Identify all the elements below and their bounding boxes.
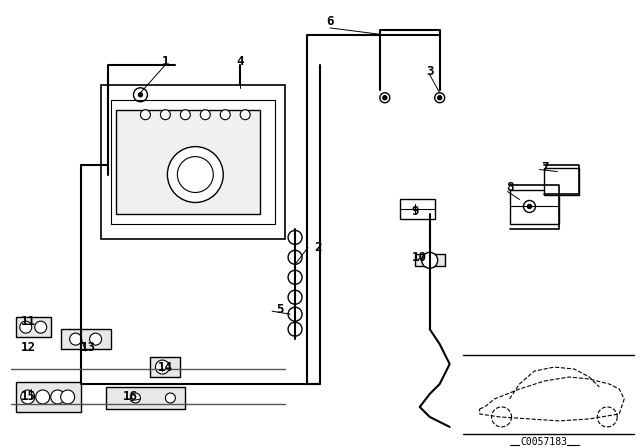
Circle shape [288, 290, 302, 304]
Circle shape [161, 110, 170, 120]
Circle shape [51, 390, 65, 404]
Circle shape [200, 110, 211, 120]
Circle shape [70, 333, 82, 345]
Text: 16: 16 [123, 391, 138, 404]
Text: 12: 12 [21, 340, 36, 353]
Circle shape [168, 146, 223, 202]
Text: 5: 5 [276, 303, 284, 316]
Text: 7: 7 [541, 161, 548, 174]
Circle shape [383, 96, 387, 100]
Text: 11: 11 [21, 314, 36, 327]
Circle shape [90, 333, 102, 345]
Circle shape [138, 93, 143, 97]
Circle shape [435, 93, 445, 103]
Circle shape [165, 393, 175, 403]
Bar [545, 168, 579, 195]
Circle shape [35, 321, 47, 333]
Circle shape [220, 110, 230, 120]
Circle shape [240, 110, 250, 120]
Bar [400, 199, 435, 220]
Circle shape [288, 270, 302, 284]
Circle shape [134, 88, 147, 102]
Bar [150, 357, 180, 377]
Text: 9: 9 [411, 205, 419, 218]
Circle shape [131, 393, 140, 403]
Text: 8: 8 [506, 181, 513, 194]
Bar [116, 110, 260, 215]
Circle shape [527, 204, 531, 208]
Circle shape [61, 390, 75, 404]
Circle shape [156, 360, 170, 374]
Circle shape [20, 321, 32, 333]
Circle shape [20, 390, 35, 404]
Circle shape [288, 230, 302, 244]
Circle shape [288, 307, 302, 321]
Circle shape [288, 250, 302, 264]
Text: 1: 1 [162, 56, 169, 69]
Circle shape [36, 390, 50, 404]
Text: 13: 13 [81, 340, 96, 353]
Circle shape [524, 201, 536, 212]
Bar [415, 254, 445, 266]
Text: C0057183: C0057183 [520, 437, 567, 447]
Circle shape [288, 322, 302, 336]
Bar [16, 382, 81, 412]
Text: 6: 6 [326, 15, 333, 28]
Text: 10: 10 [412, 251, 428, 264]
Bar [106, 387, 186, 409]
Circle shape [438, 96, 442, 100]
Text: 3: 3 [426, 65, 433, 78]
Circle shape [140, 110, 150, 120]
Text: 4: 4 [236, 56, 244, 69]
Circle shape [180, 110, 190, 120]
Text: 2: 2 [314, 241, 322, 254]
Text: 15: 15 [21, 391, 36, 404]
Bar [61, 329, 111, 349]
Bar [16, 317, 51, 337]
Circle shape [177, 157, 213, 193]
Bar [509, 190, 559, 224]
Circle shape [422, 252, 438, 268]
Circle shape [380, 93, 390, 103]
Text: 14: 14 [158, 361, 173, 374]
Bar [100, 85, 285, 239]
